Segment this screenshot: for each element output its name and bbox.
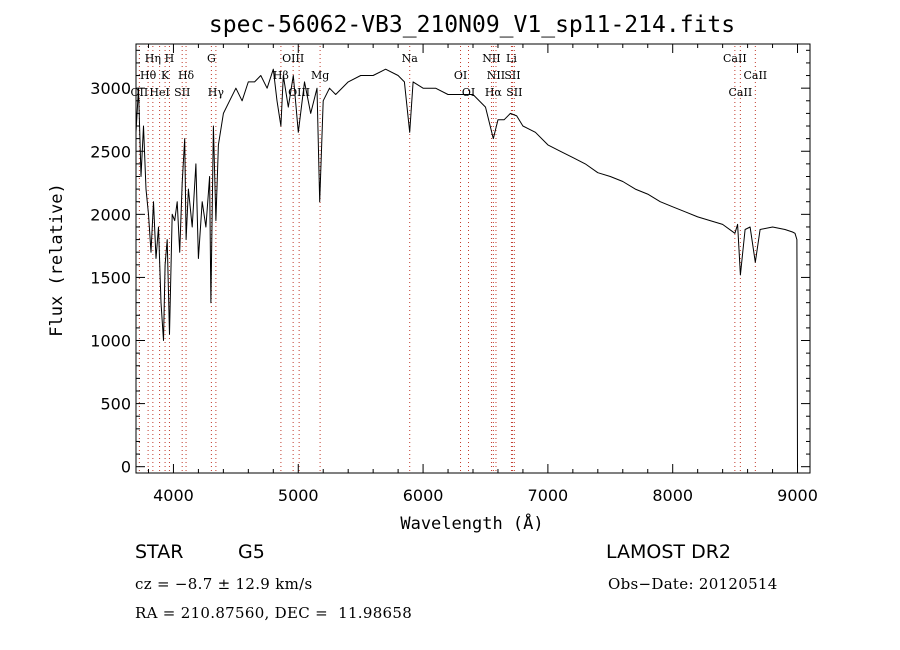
coordinates: RA = 210.87560, DEC = 11.98658 <box>135 604 413 622</box>
plot-area <box>135 68 798 467</box>
line-marker-label-17: NII <box>482 52 500 65</box>
line-marker-label-18: Li <box>506 52 517 65</box>
line-marker-label-6: HeI <box>149 86 169 99</box>
line-marker-label-24: CaII <box>743 69 767 82</box>
y-tick-label-6: 3000 <box>90 79 131 98</box>
survey-name: LAMOST DR2 <box>606 541 731 563</box>
chart-title: spec-56062-VB3_210N09_V1_sp11-214.fits <box>209 12 735 38</box>
line-marker-label-15: OI <box>454 69 467 82</box>
line-marker-label-23: CaII <box>723 52 747 65</box>
line-marker-label-1: H <box>165 52 175 65</box>
line-marker-label-25: CaII <box>729 86 753 99</box>
x-axis-label: Wavelength (Å) <box>400 512 543 534</box>
x-tick-label-1: 5000 <box>278 486 319 505</box>
x-tick-label-0: 4000 <box>153 486 194 505</box>
object-type: STAR <box>135 541 184 563</box>
obs-date: Obs−Date: 20120514 <box>608 575 778 593</box>
y-tick-label-2: 1000 <box>90 332 131 351</box>
line-marker-label-19: NII <box>487 69 505 82</box>
y-tick-label-5: 2500 <box>90 142 131 161</box>
line-marker-label-16: OI <box>462 86 475 99</box>
line-marker-label-4: Hδ <box>178 69 195 82</box>
line-marker-label-0: Hη <box>145 52 161 65</box>
spectrum-line-0 <box>135 68 798 467</box>
redshift-text: cz = −8.7 ± 12.9 km/s <box>135 575 313 593</box>
line-marker-label-7: SII <box>174 86 190 99</box>
line-marker-label-8: G <box>207 52 216 65</box>
x-tick-label-3: 7000 <box>528 486 569 505</box>
x-tick-label-2: 6000 <box>403 486 444 505</box>
line-marker-label-14: Na <box>402 52 419 65</box>
y-tick-label-4: 2000 <box>90 205 131 224</box>
line-marker-label-2: Hθ <box>140 69 157 82</box>
subclass: G5 <box>238 541 265 563</box>
y-tick-label-0: 0 <box>121 458 131 477</box>
axes: 4000 5000 6000 7000 8000 9000 0 500 1000 1500 2000… <box>90 43 818 505</box>
line-marker-label-3: K <box>161 69 170 82</box>
line-marker-label-22: SII <box>506 86 522 99</box>
line-marker-label-12: OIII <box>288 86 310 99</box>
y-axis-label: Flux (relative) <box>47 183 67 337</box>
line-markers <box>138 46 756 473</box>
line-marker-label-11: Hβ <box>273 69 289 82</box>
x-tick-label-5: 9000 <box>777 486 818 505</box>
y-tick-label-3: 1500 <box>90 268 131 287</box>
line-marker-label-10: OIII <box>282 52 304 65</box>
line-marker-label-5: OII <box>131 86 149 99</box>
x-tick-label-4: 8000 <box>652 486 693 505</box>
plot-frame <box>135 43 811 474</box>
line-marker-label-21: Hα <box>485 86 503 99</box>
y-tick-label-1: 500 <box>100 395 131 414</box>
line-marker-label-9: Hγ <box>208 86 225 99</box>
line-marker-label-13: Mg <box>311 69 329 82</box>
line-marker-label-20: SII <box>504 69 520 82</box>
